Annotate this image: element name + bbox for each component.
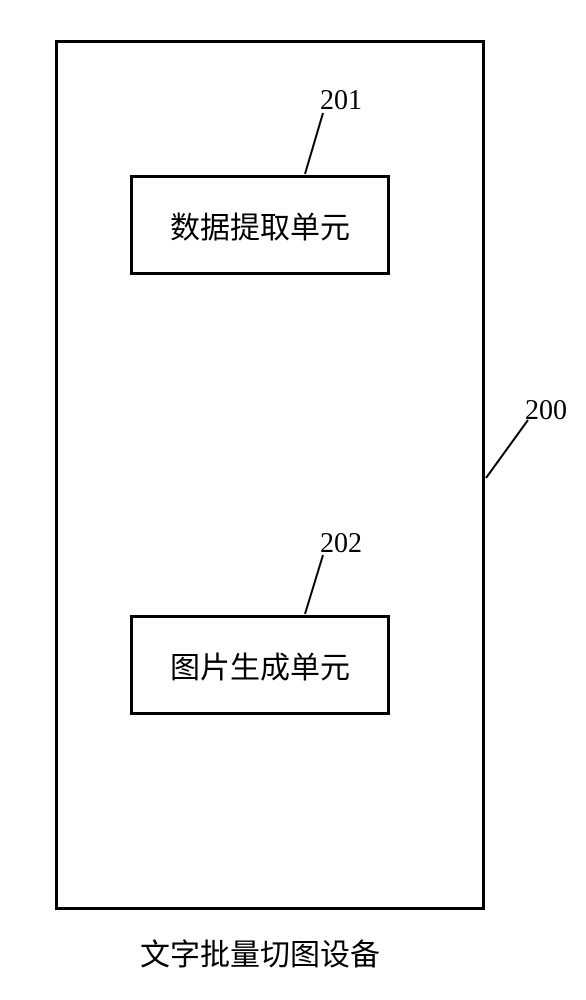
- outer-box-leader-segment: [486, 420, 528, 478]
- outer-box-ref-label: 200: [525, 395, 567, 427]
- diagram-canvas: 200 数据提取单元 201 图片生成单元 202 文字批量切图设备: [0, 0, 586, 1000]
- data-extract-unit-label: 数据提取单元: [170, 203, 350, 247]
- node1-ref-label: 202: [320, 528, 362, 560]
- data-extract-unit-box: 数据提取单元: [130, 175, 390, 275]
- node0-ref-label: 201: [320, 85, 362, 117]
- outer-container-box: [55, 40, 485, 910]
- image-gen-unit-box: 图片生成单元: [130, 615, 390, 715]
- diagram-caption: 文字批量切图设备: [140, 930, 380, 974]
- image-gen-unit-label: 图片生成单元: [170, 643, 350, 687]
